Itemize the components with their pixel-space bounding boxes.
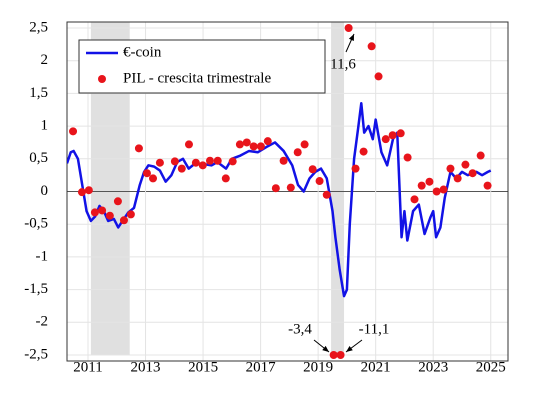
arrow-head [348, 34, 354, 41]
scatter-point [98, 206, 107, 215]
scatter-point [381, 135, 390, 144]
scatter-point [256, 142, 265, 151]
scatter-point [461, 160, 470, 169]
x-tick-label: 2011 [73, 359, 102, 375]
scatter-point [468, 169, 477, 178]
scatter-point [410, 195, 419, 204]
plot-area [67, 24, 492, 359]
scatter-point [344, 24, 353, 32]
scatter-point [77, 188, 86, 197]
scatter-point [126, 210, 135, 219]
scatter-point [263, 137, 272, 146]
scatter-point [235, 140, 244, 149]
legend-label: PIL - crescita trimestrale [123, 70, 271, 86]
scatter-point [119, 216, 128, 225]
scatter-point [483, 181, 492, 190]
y-tick-label: 1 [41, 118, 49, 134]
scatter-point [170, 157, 179, 166]
y-tick-label: 1,5 [29, 85, 48, 101]
arrow-head [346, 345, 353, 352]
legend-box [78, 39, 326, 94]
y-tick-label: 2 [41, 52, 49, 68]
scatter-point [425, 177, 434, 186]
y-tick-label: -0,5 [24, 216, 48, 232]
scatter-point [300, 140, 309, 149]
y-tick-label: -2,5 [24, 346, 48, 362]
scatter-point [249, 142, 258, 151]
x-tick-label: 2013 [131, 359, 161, 375]
scatter-point [279, 156, 288, 165]
scatter-point [351, 164, 360, 173]
scatter-point [184, 140, 193, 149]
y-tick-label: -1 [36, 248, 49, 264]
scatter-point [198, 161, 207, 170]
scatter-point [105, 211, 114, 220]
scatter-point [271, 184, 280, 193]
scatter-point [90, 208, 99, 217]
plot-frame [66, 21, 509, 362]
scatter-point [205, 156, 214, 165]
scatter-point [221, 174, 230, 183]
x-tick-label: 2021 [361, 359, 391, 375]
scatter-point [446, 164, 455, 173]
x-tick-label: 2019 [303, 359, 333, 375]
scatter-point [149, 174, 158, 183]
scatter-point [84, 186, 93, 195]
scatter-point [439, 185, 448, 194]
scatter-point [432, 187, 441, 196]
x-tick-label: 2023 [418, 359, 448, 375]
scatter-point [396, 129, 405, 138]
line-series [67, 101, 492, 298]
legend-swatch [98, 75, 106, 83]
scatter-point [242, 138, 251, 147]
y-tick-label: 0,5 [29, 150, 48, 166]
scatter-point [322, 190, 331, 199]
scatter-point [69, 127, 78, 136]
x-tick-label: 2017 [246, 359, 277, 375]
scatter-point [308, 165, 317, 174]
scatter-point [142, 169, 151, 178]
y-tick-label: 0 [41, 183, 49, 199]
scatter-point [374, 72, 383, 81]
scatter-point [403, 153, 412, 162]
annotation: -11,1 [359, 321, 390, 337]
scatter-point [417, 181, 426, 190]
scatter-point [113, 197, 122, 206]
legend-label: €-coin [123, 44, 162, 60]
annotation: -3,4 [288, 321, 312, 337]
scatter-point [367, 42, 376, 51]
scatter-point [286, 183, 295, 192]
arrow-head [322, 345, 329, 352]
scatter-point [155, 158, 164, 167]
scatter-point [476, 151, 485, 160]
scatter-point [293, 148, 302, 157]
y-tick-label: -2 [36, 314, 49, 330]
scatter-point [191, 158, 200, 167]
scatter-point [329, 351, 338, 359]
scatter-point [213, 156, 222, 165]
x-tick-label: 2015 [188, 359, 218, 375]
scatter-point [336, 351, 345, 359]
scatter-point [177, 164, 186, 173]
scatter-point [388, 131, 397, 140]
scatter-point [359, 147, 368, 156]
annotation: 11,6 [330, 56, 356, 72]
y-tick-label: 2,5 [29, 19, 48, 35]
scatter-point [453, 174, 462, 183]
scatter-point [228, 157, 237, 166]
scatter-point [315, 177, 324, 186]
y-tick-label: -1,5 [24, 281, 48, 297]
x-tick-label: 2025 [476, 359, 506, 375]
scatter-point [134, 144, 143, 153]
